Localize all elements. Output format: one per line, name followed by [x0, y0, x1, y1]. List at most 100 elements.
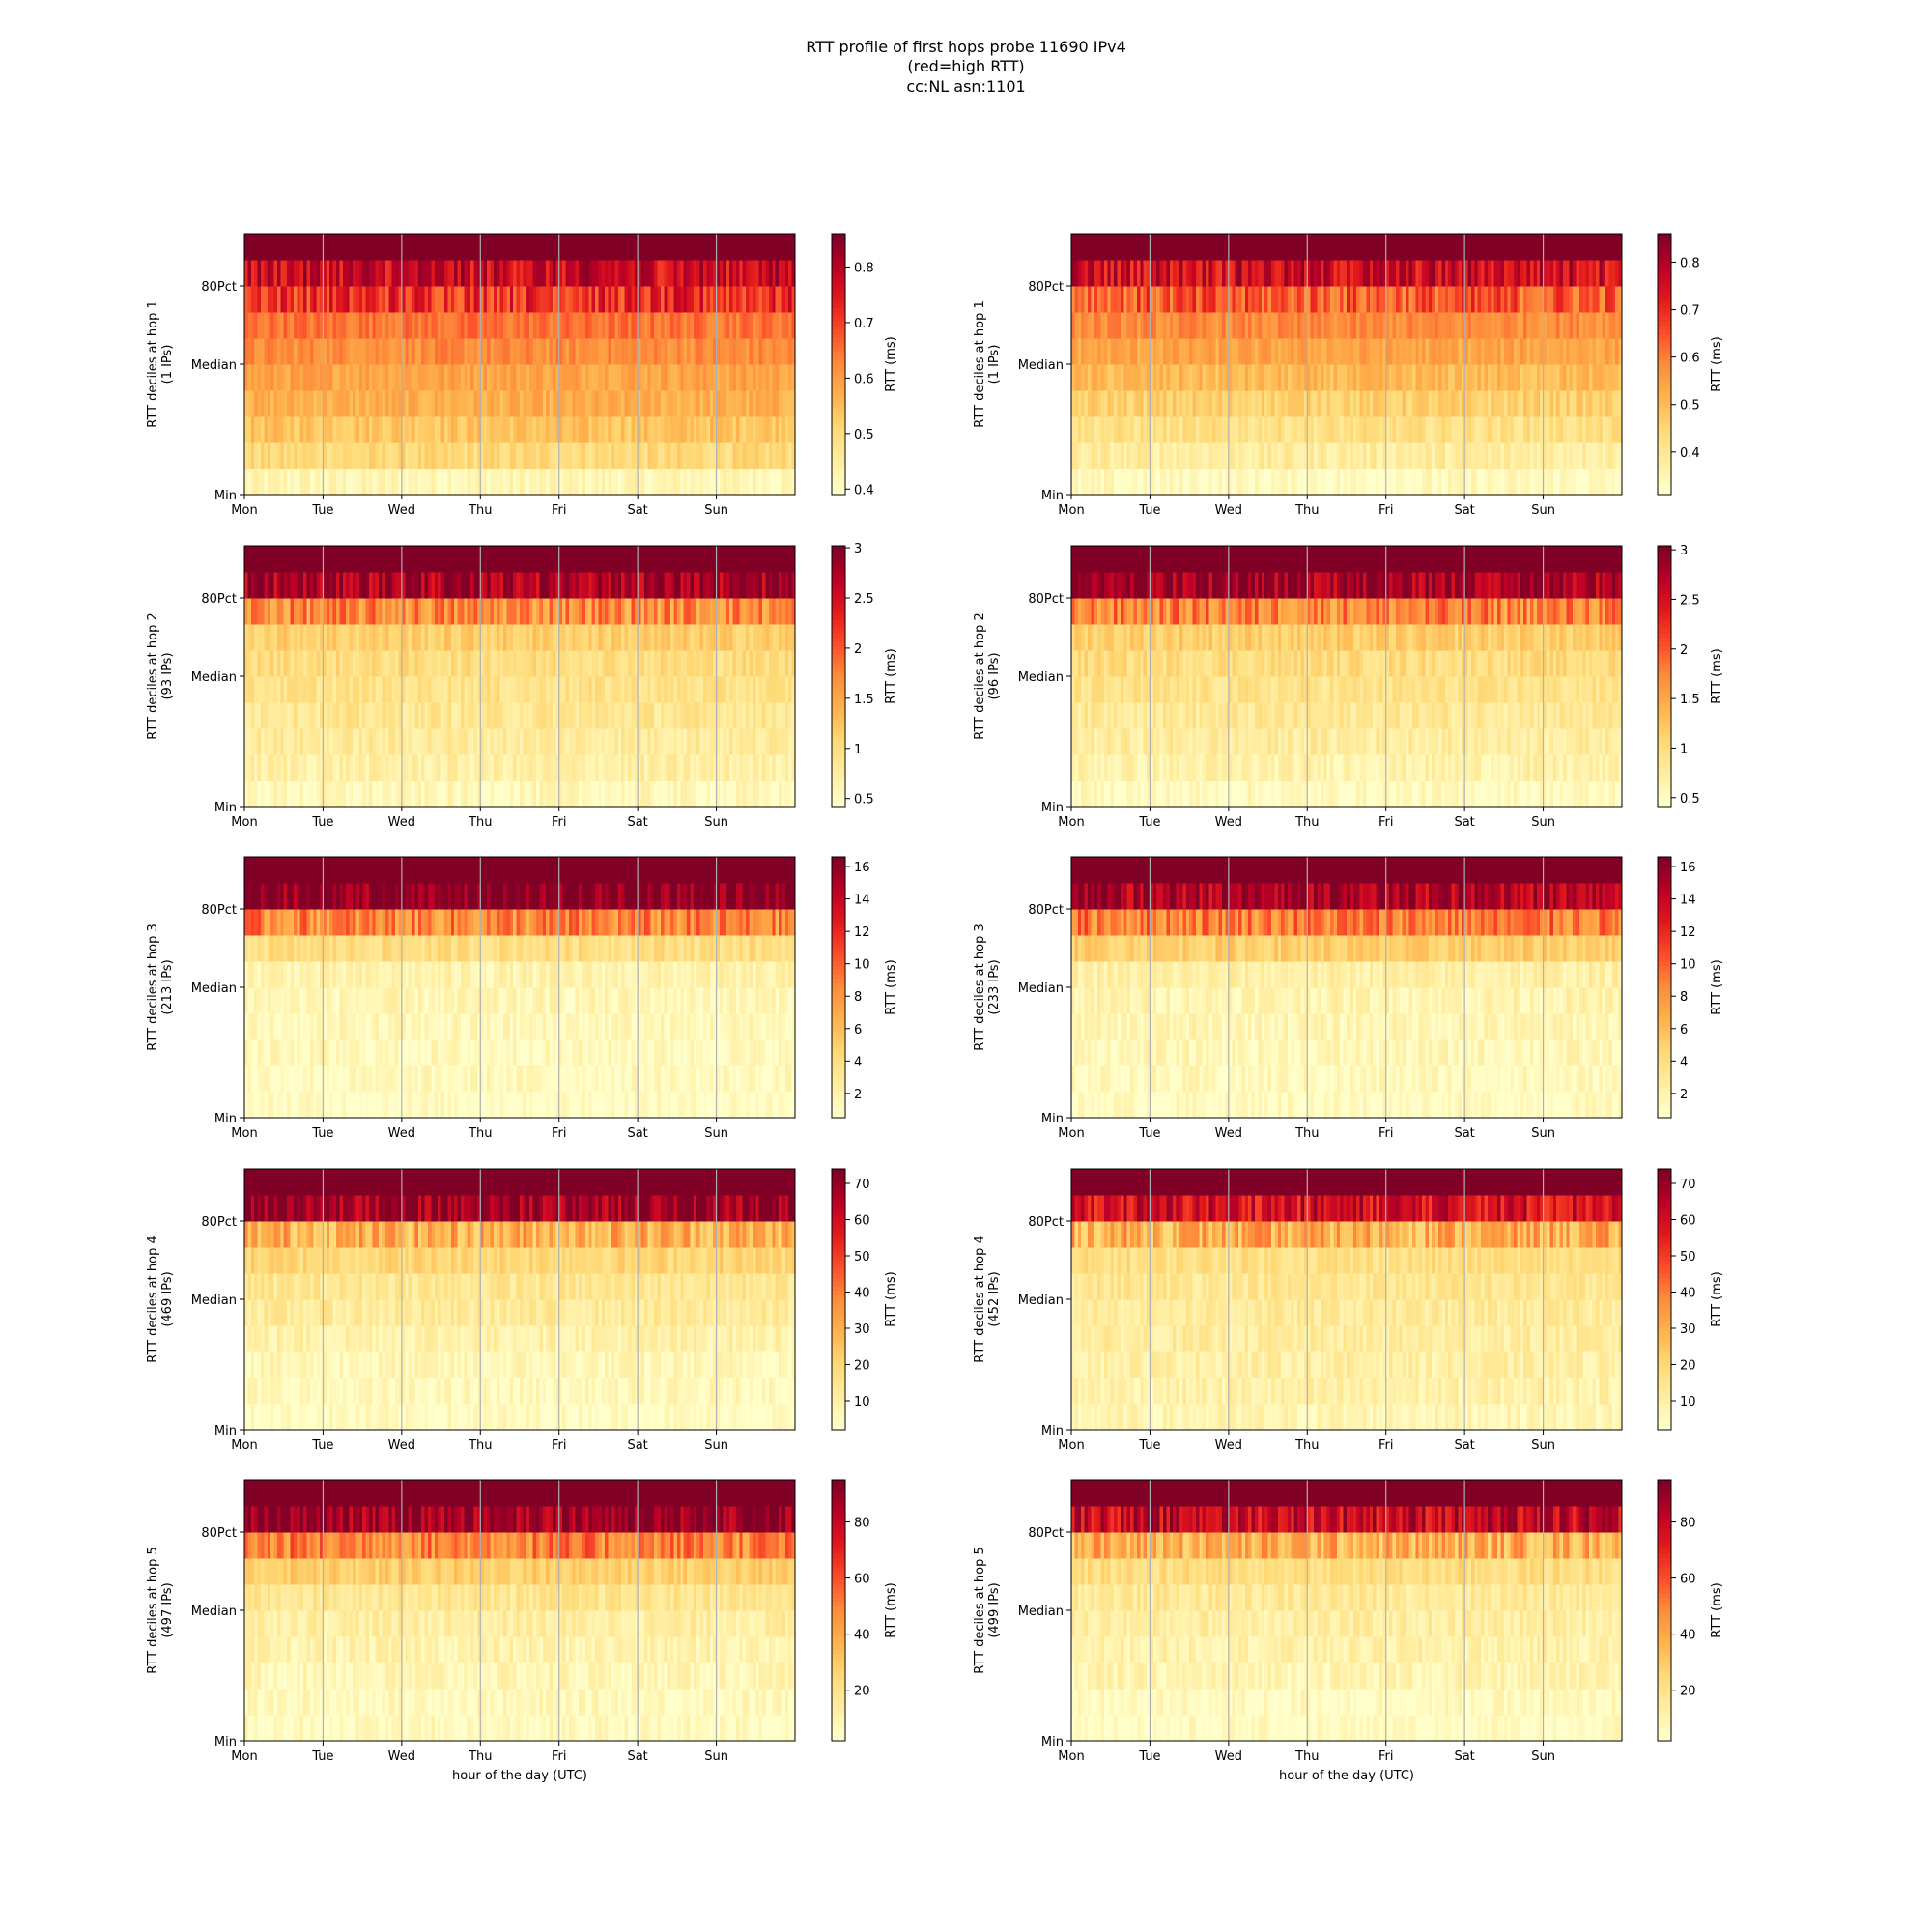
colorbar-segment [832, 373, 845, 379]
heatmap-cell [470, 286, 475, 313]
heatmap-cell [762, 469, 767, 496]
heatmap-cell [470, 442, 475, 469]
heatmap-cell [742, 624, 747, 651]
heatmap-cell [575, 338, 580, 365]
heatmap-cell [476, 364, 481, 391]
heatmap-cell [329, 702, 334, 729]
heatmap-cell [1307, 312, 1312, 339]
heatmap-cell [660, 781, 665, 808]
heatmap-cell [362, 754, 367, 781]
heatmap-cell [473, 702, 478, 729]
heatmap-cell [320, 702, 325, 729]
heatmap-cell [683, 650, 688, 677]
heatmap-cell [1491, 442, 1495, 469]
heatmap-cell [562, 390, 567, 417]
heatmap-cell [342, 650, 347, 677]
heatmap-cell [568, 390, 573, 417]
heatmap-cell [424, 390, 429, 417]
heatmap-cell [588, 364, 593, 391]
heatmap-cell [549, 312, 554, 339]
heatmap-cell [339, 442, 344, 469]
heatmap-cell [1126, 416, 1131, 443]
heatmap-cell [1195, 390, 1200, 417]
heatmap-cell [349, 469, 354, 496]
heatmap-cell [535, 728, 540, 755]
heatmap-cell [621, 754, 626, 781]
heatmap-cell [257, 469, 262, 496]
heatmap-cell [487, 338, 492, 365]
heatmap-cell [558, 702, 563, 729]
heatmap-cell [755, 781, 760, 808]
heatmap-cell [1317, 338, 1321, 365]
heatmap-cell [398, 702, 403, 729]
heatmap-cell [316, 416, 321, 443]
heatmap-cell [555, 702, 560, 729]
heatmap-cell [464, 338, 469, 365]
heatmap-cell [1549, 234, 1554, 261]
heatmap-cell [614, 260, 619, 287]
heatmap-cell [568, 469, 573, 496]
heatmap-cell [250, 390, 255, 417]
heatmap-cell [273, 676, 278, 703]
heatmap-cell [352, 364, 356, 391]
heatmap-cell [667, 390, 671, 417]
heatmap-cell [332, 728, 337, 755]
heatmap-cell [746, 781, 751, 808]
heatmap-cell [742, 469, 747, 496]
heatmap-cell [670, 416, 675, 443]
heatmap-cell [372, 469, 377, 496]
heatmap-cell [421, 390, 426, 417]
heatmap-cell [696, 754, 701, 781]
heatmap-cell [490, 416, 495, 443]
heatmap-cell [549, 624, 554, 651]
heatmap-cell [1241, 442, 1246, 469]
heatmap-cell [588, 312, 593, 339]
heatmap-cell [749, 416, 753, 443]
heatmap-cell [470, 572, 475, 599]
heatmap-cell [1330, 390, 1335, 417]
heatmap-cell [1120, 260, 1124, 287]
heatmap-cell [1179, 338, 1183, 365]
colorbar-tick-label: 0.7 [1680, 304, 1700, 319]
heatmap-cell [1232, 390, 1236, 417]
heatmap-cell [1326, 364, 1331, 391]
heatmap-cell [588, 338, 593, 365]
heatmap-cell [342, 260, 347, 287]
heatmap-cell [417, 390, 422, 417]
heatmap-cell [480, 572, 485, 599]
heatmap-cell [440, 416, 445, 443]
heatmap-cell [568, 650, 573, 677]
heatmap-cell [1074, 260, 1079, 287]
colorbar-segment [1658, 277, 1671, 283]
heatmap-cell [483, 312, 488, 339]
colorbar-segment [832, 298, 845, 304]
heatmap-cell [408, 234, 412, 261]
heatmap-cell [526, 676, 530, 703]
heatmap-cell [1077, 416, 1082, 443]
heatmap-cell [768, 260, 773, 287]
heatmap-cell [493, 754, 497, 781]
heatmap-cell [1451, 416, 1456, 443]
heatmap-cell [1228, 390, 1233, 417]
heatmap-cell [349, 781, 354, 808]
heatmap-cell [638, 702, 642, 729]
heatmap-cell [339, 572, 344, 599]
heatmap-cell [290, 572, 295, 599]
heatmap-cell [1291, 312, 1295, 339]
heatmap-cell [1359, 390, 1364, 417]
heatmap-cell [1343, 390, 1348, 417]
heatmap-cell [1549, 286, 1554, 313]
heatmap-cell [1176, 260, 1180, 287]
heatmap-cell [283, 469, 288, 496]
heatmap-cell [1189, 286, 1194, 313]
heatmap-cell [438, 364, 442, 391]
heatmap-cell [1569, 260, 1574, 287]
heatmap-cell [784, 754, 789, 781]
heatmap-cell [384, 234, 389, 261]
heatmap-cell [680, 781, 685, 808]
heatmap-cell [1559, 286, 1564, 313]
heatmap-cell [696, 338, 701, 365]
heatmap-cell [1159, 390, 1164, 417]
heatmap-cell [1307, 286, 1312, 313]
heatmap-cell [713, 728, 718, 755]
